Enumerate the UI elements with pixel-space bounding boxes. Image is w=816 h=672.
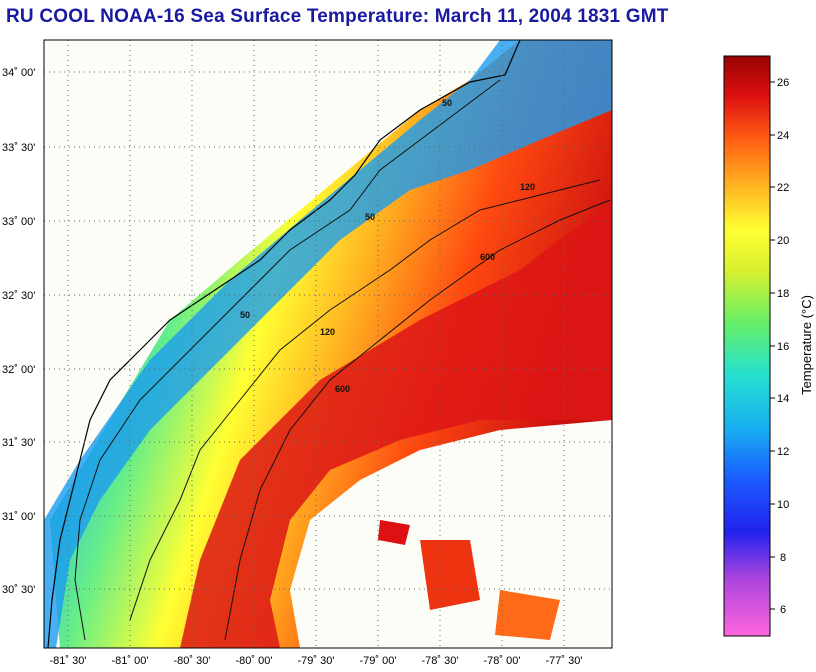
contour-label-50: 50 <box>442 98 452 108</box>
lon-label: -80˚ 30' <box>174 655 211 667</box>
lon-label: -81˚ 00' <box>112 655 149 667</box>
colorbar-tick-label: 26 <box>777 77 789 89</box>
coastal-cold-water <box>44 40 612 648</box>
gulf-stream-band <box>180 200 612 648</box>
lon-label: -79˚ 00' <box>360 655 397 667</box>
sst-field <box>44 40 612 648</box>
colorbar-tick-label: 12 <box>777 446 789 458</box>
map-title: RU COOL NOAA-16 Sea Surface Temperature:… <box>6 6 669 27</box>
colorbar-tick-label: 22 <box>777 182 789 194</box>
contour-label-120: 120 <box>520 182 535 192</box>
lat-label: 33˚ 00' <box>2 216 35 228</box>
lat-label: 31˚ 30' <box>2 437 35 449</box>
colorbar-label: Temperature (°C) <box>799 295 814 395</box>
colorbar-tick-label: 20 <box>777 235 789 247</box>
colorbar-tick-label: 24 <box>777 130 789 142</box>
lat-label: 33˚ 30' <box>2 142 35 154</box>
colorbar <box>723 55 771 637</box>
contour-label-600: 600 <box>335 384 350 394</box>
lon-label: -79˚ 30' <box>298 655 335 667</box>
contour-label-120: 120 <box>320 327 335 337</box>
lon-label: -78˚ 00' <box>484 655 521 667</box>
colorbar-tick-label: 6 <box>780 604 786 616</box>
contour-label-50: 50 <box>240 310 250 320</box>
lon-label: -77˚ 30' <box>546 655 583 667</box>
contour-label-600: 600 <box>480 252 495 262</box>
contour-600m <box>224 199 611 641</box>
colorbar-tick-label: 10 <box>777 499 789 511</box>
cloud-mask-region <box>290 420 612 648</box>
contour-120m <box>129 179 601 621</box>
contour-label-50: 50 <box>365 212 375 222</box>
lat-label: 30˚ 30' <box>2 584 35 596</box>
colorbar-tick-label: 14 <box>777 393 789 405</box>
warm-patch <box>495 590 560 640</box>
colorbar-ticks <box>770 81 775 610</box>
contour-50m <box>74 79 501 641</box>
warm-patch <box>420 540 480 610</box>
lat-label: 32˚ 00' <box>2 364 35 376</box>
colorbar-tick-label: 18 <box>777 288 789 300</box>
lon-label: -81˚ 30' <box>50 655 87 667</box>
colorbar-tick-label: 16 <box>777 341 789 353</box>
warm-patch <box>378 520 410 545</box>
lon-label: -78˚ 30' <box>422 655 459 667</box>
lat-label: 34˚ 00' <box>2 67 35 79</box>
lat-label: 31˚ 00' <box>2 511 35 523</box>
lon-label: -80˚ 00' <box>236 655 273 667</box>
map-frame <box>43 39 613 649</box>
lat-label: 32˚ 30' <box>2 290 35 302</box>
coastline <box>47 40 521 648</box>
colorbar-tick-label: 8 <box>780 552 786 564</box>
